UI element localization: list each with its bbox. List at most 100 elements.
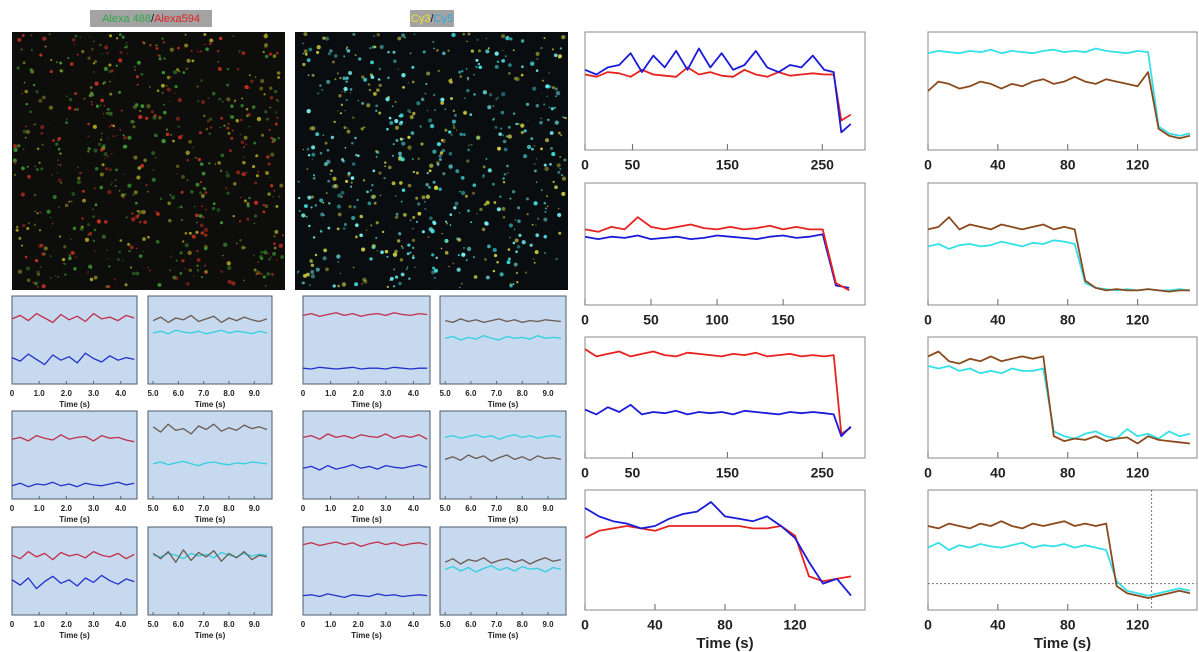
x-tick-label: 6.0 — [173, 504, 185, 513]
spot — [53, 119, 55, 121]
spot — [195, 182, 200, 187]
spot — [55, 142, 59, 146]
spot — [50, 277, 52, 279]
spot — [147, 190, 149, 193]
spot — [481, 227, 486, 232]
spot — [142, 250, 145, 253]
spot — [34, 165, 36, 168]
spot — [501, 206, 506, 211]
spot — [247, 112, 251, 117]
spot — [131, 271, 136, 276]
spot — [270, 256, 272, 259]
spot — [518, 233, 522, 237]
spot — [345, 80, 348, 83]
spot — [458, 212, 461, 214]
spot — [276, 259, 278, 261]
spot — [473, 93, 476, 96]
spot — [391, 105, 394, 107]
spot — [561, 174, 564, 177]
spot — [22, 61, 26, 64]
spot — [515, 271, 519, 275]
spot — [271, 272, 274, 276]
micrograph-spots — [12, 32, 567, 289]
spot — [260, 133, 265, 137]
spot — [170, 195, 176, 200]
spot — [220, 153, 225, 158]
spot — [457, 254, 460, 257]
spot — [114, 278, 116, 281]
spot — [239, 118, 243, 122]
x-tick-label: 150 — [716, 157, 740, 173]
spot — [276, 71, 281, 75]
spot — [444, 108, 447, 111]
spot — [532, 258, 535, 260]
trace-line — [11, 312, 135, 324]
spot — [229, 114, 231, 117]
x-tick-label: 7.0 — [198, 504, 210, 513]
spot — [492, 118, 495, 121]
spot — [101, 163, 105, 167]
trace-panel — [302, 410, 431, 500]
spot — [273, 235, 276, 238]
spot — [211, 91, 216, 96]
spot — [161, 138, 166, 144]
spot — [328, 202, 331, 205]
trace-line — [927, 350, 1191, 445]
spot — [482, 90, 488, 95]
x-tick-label: 1.0 — [34, 620, 46, 629]
spot — [275, 204, 279, 208]
spot — [343, 126, 347, 130]
spot — [24, 89, 28, 94]
spot — [260, 257, 264, 261]
spot — [467, 209, 470, 213]
spot — [398, 151, 402, 156]
spot — [470, 49, 474, 53]
spot — [441, 232, 443, 235]
x-tick-label: 2.0 — [353, 504, 365, 513]
spot — [118, 58, 123, 63]
spot — [108, 111, 113, 116]
spot — [326, 159, 331, 164]
spot — [238, 220, 242, 223]
spot — [452, 126, 456, 129]
spot — [20, 244, 24, 247]
spot — [226, 97, 231, 102]
spot — [347, 127, 349, 129]
spot — [40, 131, 44, 136]
spot — [315, 267, 320, 272]
spot — [431, 253, 435, 257]
spot — [73, 267, 77, 271]
spot — [65, 121, 68, 125]
spot — [186, 282, 190, 286]
spot — [557, 170, 561, 174]
spot — [395, 212, 399, 216]
spot — [278, 195, 281, 198]
spot — [158, 115, 162, 120]
x-tick-label: 2.0 — [61, 389, 73, 398]
x-tick-label: 0 — [301, 620, 306, 629]
spot — [22, 223, 26, 228]
spot — [401, 33, 406, 38]
spot — [196, 269, 200, 272]
spot — [127, 183, 132, 188]
spot — [102, 144, 106, 148]
spot — [302, 62, 306, 67]
spot — [550, 147, 554, 151]
spot — [230, 115, 235, 119]
spot — [340, 103, 344, 106]
spot — [428, 169, 432, 173]
spot — [162, 41, 165, 44]
spot — [419, 125, 422, 128]
spot — [393, 59, 397, 63]
spot — [365, 229, 368, 231]
spot — [369, 257, 373, 261]
spot — [86, 271, 89, 274]
spot — [204, 246, 208, 251]
spot — [367, 83, 371, 86]
spot — [515, 250, 518, 254]
spot — [226, 126, 229, 130]
spot — [520, 39, 525, 43]
spot — [444, 238, 449, 244]
spot — [259, 86, 264, 91]
spot — [231, 281, 236, 286]
